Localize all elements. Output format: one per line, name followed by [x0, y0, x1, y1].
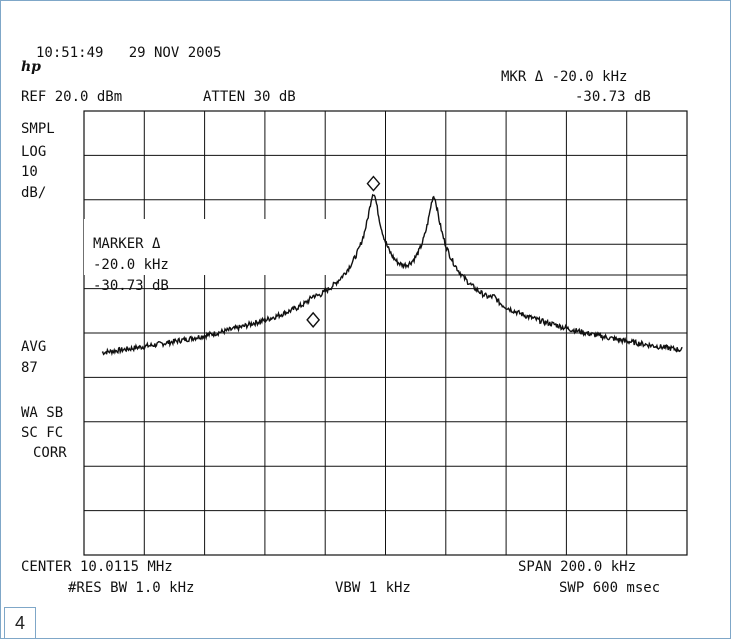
resolution-bandwidth: #RES BW 1.0 kHz [68, 580, 195, 596]
average-label: AVG [21, 339, 47, 355]
attenuation: ATTEN 30 dB [203, 89, 296, 105]
wa-sb-label: WA SB [21, 405, 64, 421]
marker-delta-freq: MKR Δ -20.0 kHz [501, 69, 628, 85]
log-scale-label: LOG [21, 144, 47, 160]
average-count: 87 [21, 360, 38, 376]
center-frequency: CENTER 10.0115 MHz [21, 559, 173, 575]
marker-readout-box [84, 219, 385, 275]
timestamp: 10:51:49 29 NOV 2005 [36, 45, 222, 61]
marker-diamond [306, 311, 321, 328]
hp-logo: hp [21, 59, 41, 75]
ref-level: REF 20.0 dBm [21, 89, 123, 105]
scale-unit: dB/ [21, 185, 47, 201]
marker-box-amp: -30.73 dB [93, 278, 169, 294]
video-bandwidth: VBW 1 kHz [335, 580, 411, 596]
log-scale-value: 10 [21, 164, 38, 180]
marker-box-freq: -20.0 kHz [93, 257, 169, 273]
correction-label: CORR [33, 445, 67, 461]
marker-box-title: MARKER Δ [93, 236, 161, 252]
sc-fc-label: SC FC [21, 425, 64, 441]
figure-number: 4 [4, 607, 36, 639]
markers [306, 175, 381, 328]
sample-mode: SMPL [21, 121, 55, 137]
marker-diamond [366, 175, 381, 192]
grid-lines [84, 111, 687, 555]
sweep-time: SWP 600 msec [559, 580, 661, 596]
span: SPAN 200.0 kHz [518, 559, 637, 575]
marker-delta-amp: -30.73 dB [575, 89, 651, 105]
spectrum-trace [101, 193, 683, 357]
